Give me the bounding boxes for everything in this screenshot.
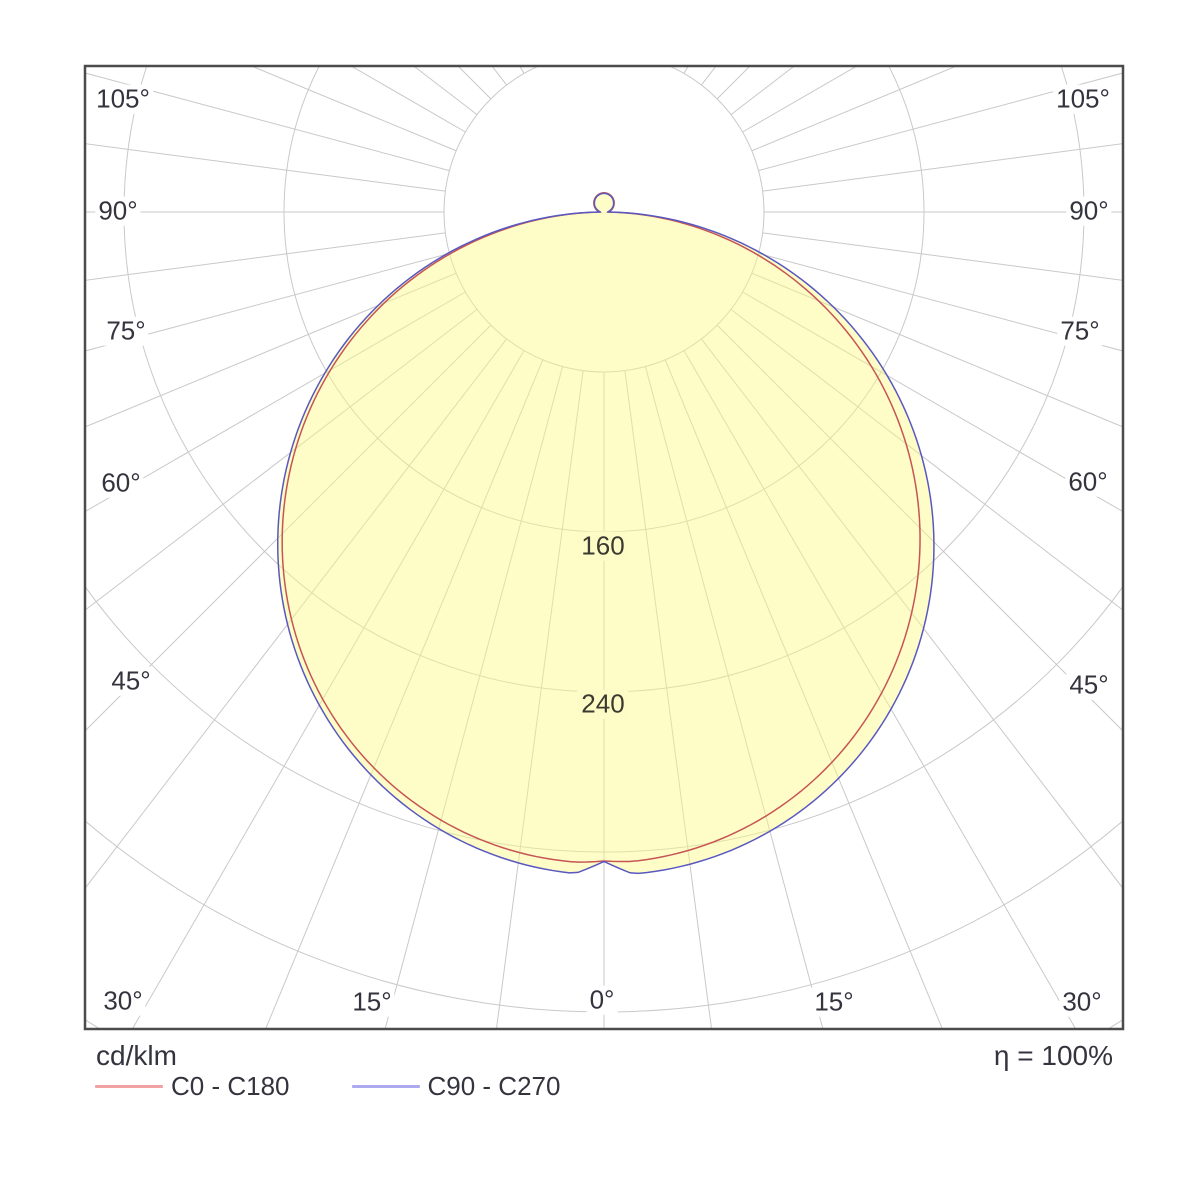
legend-label-c90-c270: C90 - C270 — [427, 1070, 561, 1101]
grid-spoke — [683, 66, 689, 74]
grid-spoke — [730, 66, 796, 115]
grid-spoke — [751, 66, 958, 152]
gamma-angle-label: 75° — [103, 317, 149, 346]
legend-label-c0-c180: C0 - C180 — [171, 1070, 290, 1101]
grid-spoke — [716, 324, 1123, 732]
gamma-angle-label: 15° — [811, 988, 857, 1017]
grid-spoke — [85, 252, 450, 352]
efficiency-label: η = 100% — [993, 1040, 1113, 1071]
intensity-ring-label: 240 — [577, 690, 629, 719]
grid-spoke — [85, 291, 466, 513]
grid-spoke — [131, 350, 525, 1029]
grid-spoke — [742, 291, 1123, 513]
grid-spoke — [85, 72, 450, 172]
grid-spoke — [85, 309, 478, 611]
grid-spoke — [85, 272, 457, 428]
grid-spoke — [85, 143, 446, 192]
grid-spoke — [758, 252, 1123, 352]
grid-spoke — [491, 66, 507, 86]
grid-spoke — [762, 143, 1123, 192]
gamma-angle-label: 45° — [1066, 671, 1112, 700]
grid-spoke — [408, 0, 583, 53]
grid-spoke — [683, 350, 1077, 1029]
gamma-angle-label: 30° — [100, 987, 146, 1016]
grid-spoke — [85, 338, 507, 890]
unit-label: cd/klm — [96, 1040, 177, 1071]
grid-spoke — [265, 359, 544, 1029]
grid-spoke — [625, 0, 800, 53]
gamma-angle-label: 15° — [349, 988, 395, 1017]
gamma-angle-label: 60° — [98, 469, 144, 498]
legend-line-c0-c180-icon — [95, 1084, 163, 1088]
gamma-angle-label: 0° — [586, 986, 618, 1015]
gamma-angle-label: 90° — [95, 197, 141, 226]
grid-spoke — [762, 232, 1123, 281]
gamma-angle-label: 75° — [1057, 317, 1103, 346]
grid-spoke — [85, 324, 492, 732]
legend-line-c90-c270-icon — [351, 1084, 420, 1088]
plot-border — [83, 64, 1125, 1031]
gamma-angle-label: 90° — [1066, 197, 1112, 226]
grid-spoke — [495, 370, 584, 1029]
intensity-ring-label: 160 — [577, 532, 629, 561]
grid-spoke — [701, 66, 717, 86]
grid-spoke — [519, 66, 525, 74]
grid-spoke — [751, 272, 1123, 428]
grid-spoke — [30, 0, 543, 64]
grid-spoke — [457, 66, 492, 100]
grid-spoke — [624, 370, 713, 1029]
grid-spoke — [701, 338, 1123, 890]
legend: C0 - C180 C90 - C270 — [95, 1070, 561, 1101]
gamma-angle-label: 60° — [1065, 468, 1111, 497]
grid-spoke — [216, 0, 563, 57]
gamma-angle-label: 30° — [1059, 988, 1105, 1017]
grid-spoke — [664, 359, 943, 1029]
gamma-angle-label: 105° — [1053, 85, 1113, 114]
gamma-angle-label: 45° — [108, 667, 154, 696]
grid-spoke — [758, 72, 1123, 172]
gamma-angle-label: 105° — [93, 85, 153, 114]
grid-spoke — [665, 0, 1178, 64]
curve-c90-c270 — [276, 192, 935, 875]
grid-spoke — [716, 66, 751, 100]
grid-spoke — [645, 0, 992, 57]
grid-spoke — [730, 309, 1123, 611]
grid-spoke — [85, 232, 446, 281]
grid-spoke — [250, 66, 457, 152]
